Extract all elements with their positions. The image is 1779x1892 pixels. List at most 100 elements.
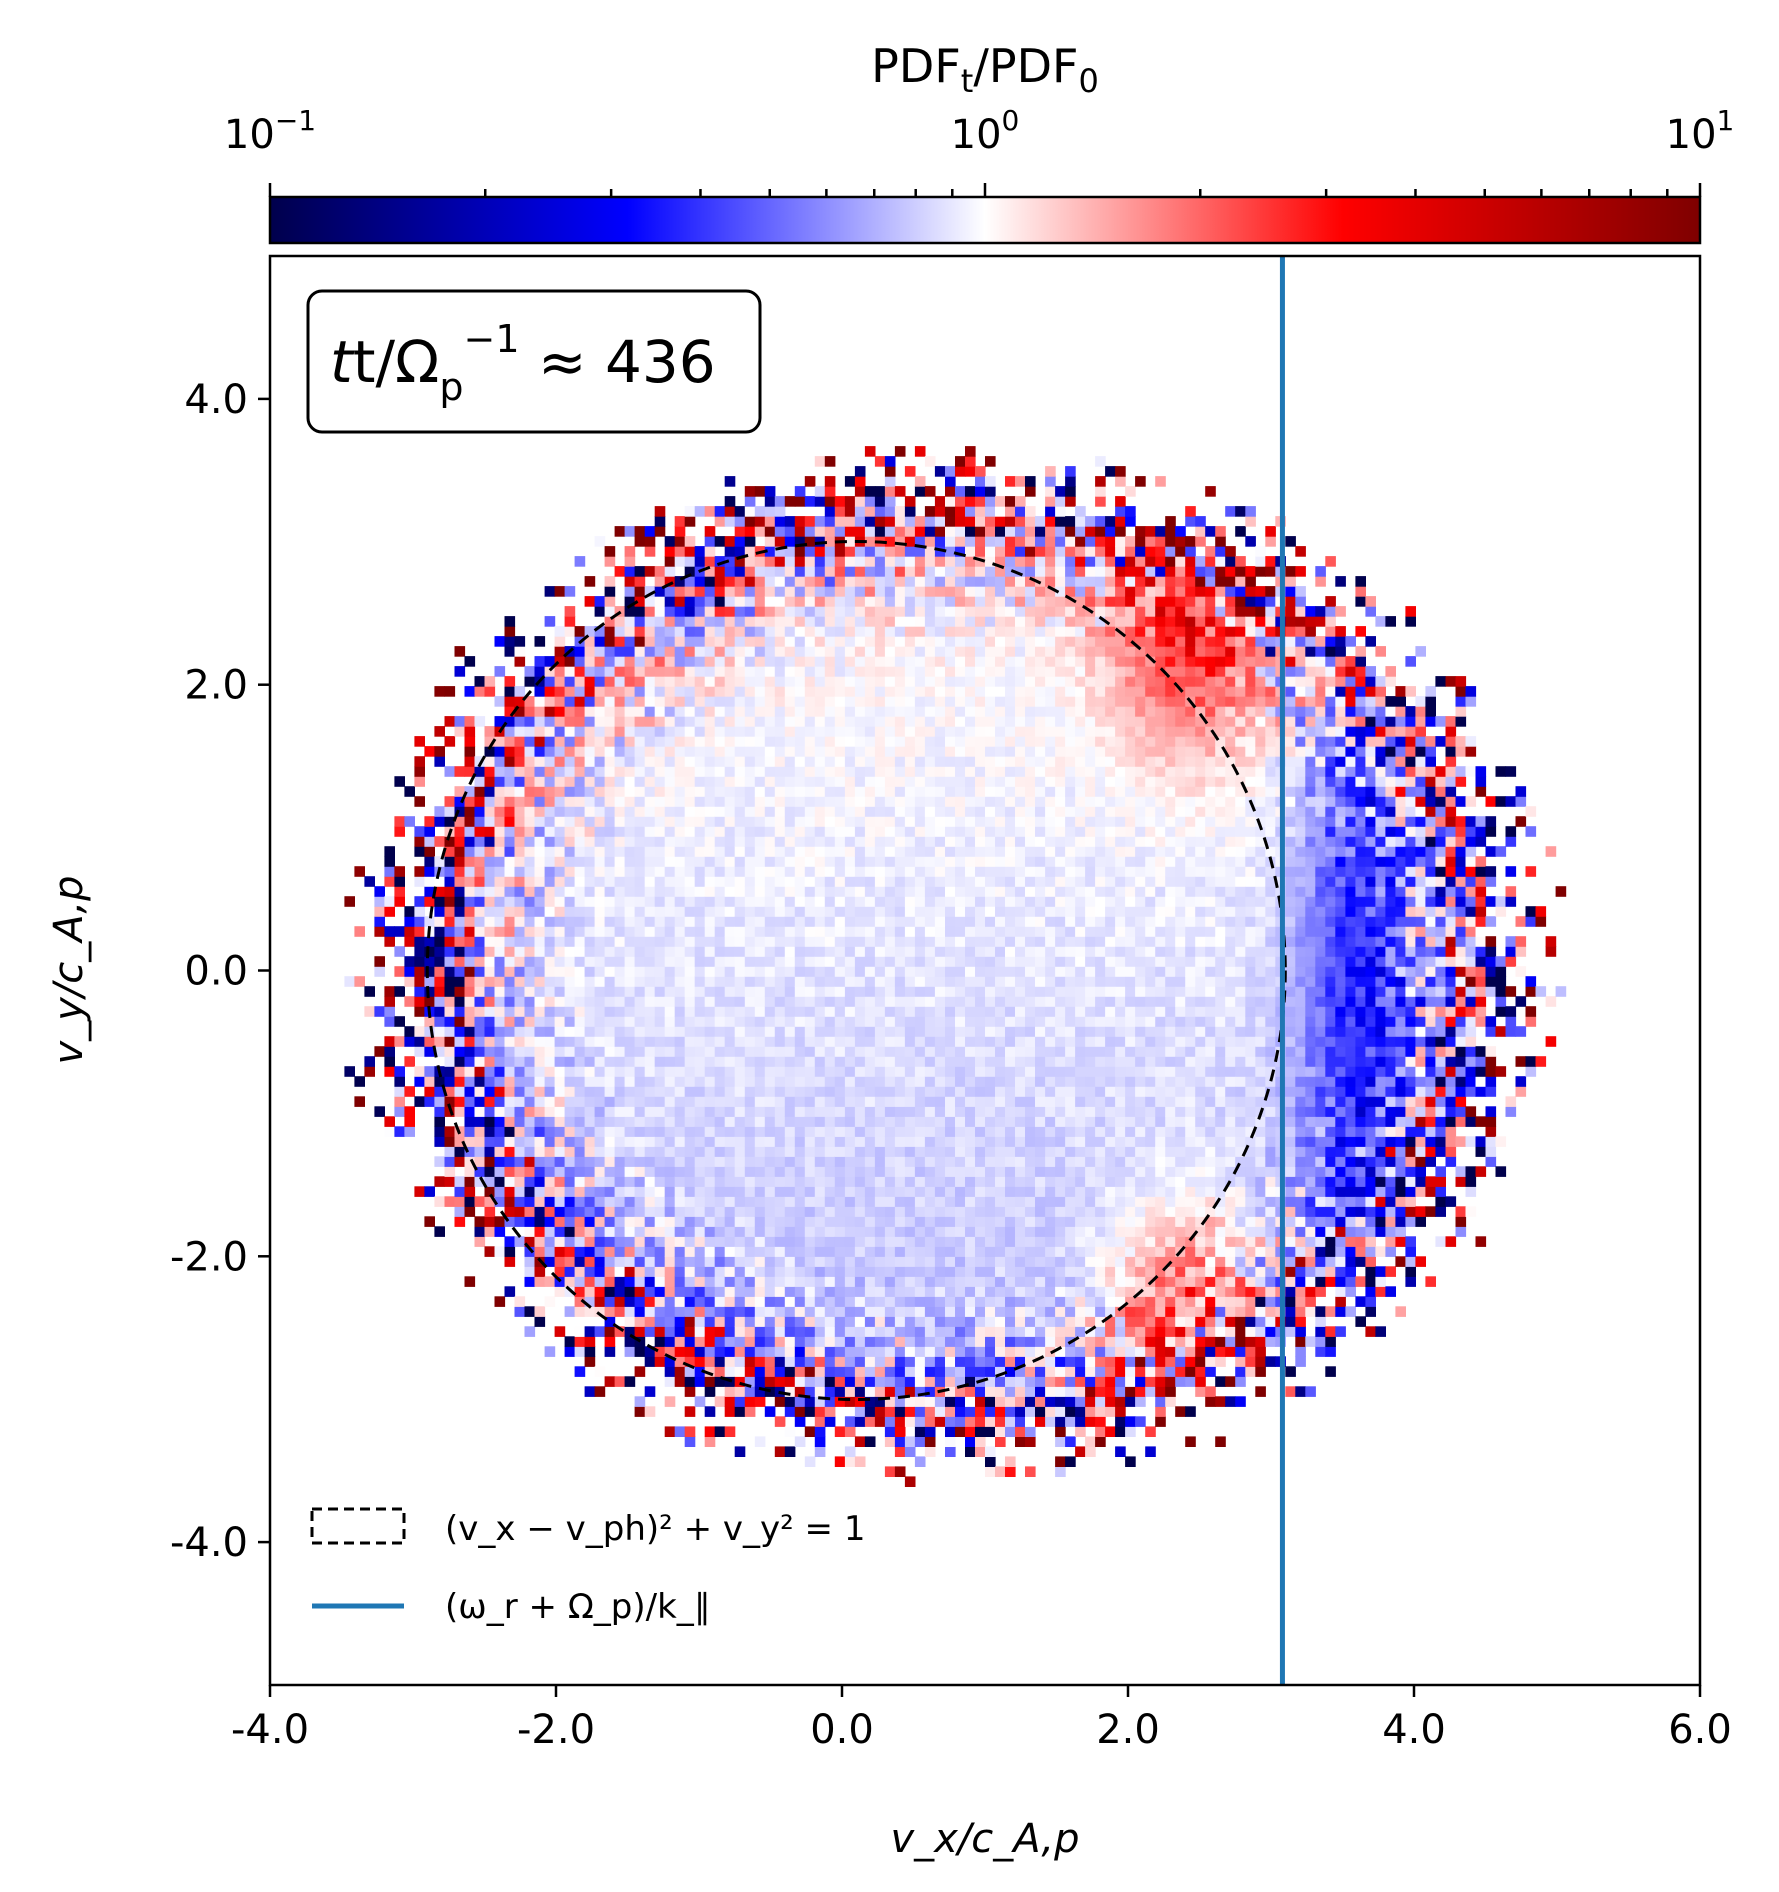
heatmap-cell xyxy=(934,616,946,627)
heatmap-cell xyxy=(654,996,666,1007)
heatmap-cell xyxy=(604,786,616,797)
heatmap-cell xyxy=(534,1066,546,1077)
heatmap-cell xyxy=(934,1136,946,1147)
heatmap-cell xyxy=(554,886,566,897)
heatmap-cell xyxy=(614,1106,626,1117)
heatmap-cell xyxy=(854,546,866,557)
heatmap-cell xyxy=(975,1426,986,1437)
heatmap-cell xyxy=(694,926,706,937)
heatmap-cell xyxy=(744,1076,756,1087)
heatmap-cell xyxy=(914,936,926,947)
heatmap-cell xyxy=(844,536,856,547)
heatmap-cell xyxy=(784,796,796,807)
heatmap-cell xyxy=(884,1366,896,1377)
heatmap-cell xyxy=(784,776,796,787)
heatmap-cell xyxy=(975,746,986,757)
heatmap-cell xyxy=(814,646,826,657)
heatmap-cell xyxy=(494,736,506,747)
heatmap-cell xyxy=(434,946,445,957)
heatmap-cell xyxy=(764,806,776,817)
heatmap-cell xyxy=(754,826,766,837)
heatmap-cell xyxy=(454,836,466,847)
heatmap-cell xyxy=(724,666,736,677)
heatmap-cell xyxy=(724,906,736,917)
heatmap-cell xyxy=(784,966,796,977)
heatmap-cell xyxy=(454,886,466,897)
heatmap-cell xyxy=(985,536,996,547)
heatmap-cell xyxy=(1005,1136,1016,1147)
heatmap-cell xyxy=(955,1316,966,1327)
heatmap-cell xyxy=(704,626,716,637)
heatmap-cell xyxy=(534,846,546,857)
heatmap-cell xyxy=(544,916,556,927)
heatmap-cell xyxy=(744,1096,756,1107)
heatmap-cell xyxy=(544,736,556,747)
heatmap-cell xyxy=(814,1326,826,1337)
heatmap-cell xyxy=(1005,1336,1016,1347)
heatmap-cell xyxy=(834,1336,846,1347)
heatmap-cell xyxy=(584,1106,596,1117)
heatmap-cell xyxy=(965,1216,976,1227)
heatmap-cell xyxy=(894,1076,906,1087)
heatmap-cell xyxy=(955,486,966,497)
heatmap-cell xyxy=(854,1256,866,1267)
heatmap-cell xyxy=(874,1406,886,1417)
heatmap-cell xyxy=(484,846,496,857)
heatmap-cell xyxy=(614,826,626,837)
heatmap-cell xyxy=(734,1266,746,1277)
heatmap-cell xyxy=(804,546,816,557)
heatmap-cell xyxy=(634,1196,646,1207)
heatmap-cell xyxy=(484,806,496,817)
heatmap-cell xyxy=(694,586,706,597)
heatmap-cell xyxy=(945,576,956,587)
heatmap-cell xyxy=(914,1306,926,1317)
heatmap-cell xyxy=(975,1326,986,1337)
heatmap-cell xyxy=(965,596,976,607)
heatmap-cell xyxy=(624,976,636,987)
heatmap-cell xyxy=(684,666,696,677)
heatmap-cell xyxy=(604,616,616,627)
heatmap-cell xyxy=(924,886,936,897)
heatmap-cell xyxy=(474,916,486,927)
heatmap-cell xyxy=(864,916,876,927)
heatmap-cell xyxy=(864,586,876,597)
heatmap-cell xyxy=(804,526,816,537)
heatmap-cell xyxy=(804,926,816,937)
heatmap-cell xyxy=(764,1366,776,1377)
heatmap-cell xyxy=(744,1406,756,1417)
heatmap-cell xyxy=(444,896,456,907)
heatmap-cell xyxy=(955,466,966,477)
heatmap-cell xyxy=(904,1236,916,1247)
heatmap-cell xyxy=(664,876,676,887)
heatmap-cell xyxy=(774,736,786,747)
heatmap-cell xyxy=(985,1236,996,1247)
heatmap-cell xyxy=(884,686,896,697)
heatmap-cell xyxy=(914,836,926,847)
heatmap-cell xyxy=(924,556,936,567)
heatmap-cell xyxy=(604,1196,616,1207)
heatmap-cell xyxy=(824,946,836,957)
heatmap-cell xyxy=(544,1296,556,1307)
heatmap-cell xyxy=(654,1036,666,1047)
heatmap-cell xyxy=(464,876,476,887)
heatmap-cell xyxy=(794,706,806,717)
heatmap-cell xyxy=(724,1356,736,1367)
heatmap-cell xyxy=(985,456,996,467)
heatmap-cell xyxy=(574,886,586,897)
heatmap-cell xyxy=(684,746,696,757)
heatmap-cell xyxy=(995,626,1006,637)
heatmap-cell xyxy=(644,756,656,767)
heatmap-cell xyxy=(754,1016,766,1027)
heatmap-cell xyxy=(494,886,506,897)
heatmap-cell xyxy=(934,916,946,927)
heatmap-cell xyxy=(484,1246,496,1257)
heatmap-cell xyxy=(724,826,736,837)
heatmap-cell xyxy=(914,516,926,527)
heatmap-cell xyxy=(484,766,496,777)
heatmap-cell xyxy=(674,1156,686,1167)
heatmap-cell xyxy=(884,1026,896,1037)
heatmap-cell xyxy=(514,996,526,1007)
heatmap-cell xyxy=(814,1266,826,1277)
heatmap-cell xyxy=(824,1326,836,1337)
heatmap-cell xyxy=(904,1336,916,1347)
